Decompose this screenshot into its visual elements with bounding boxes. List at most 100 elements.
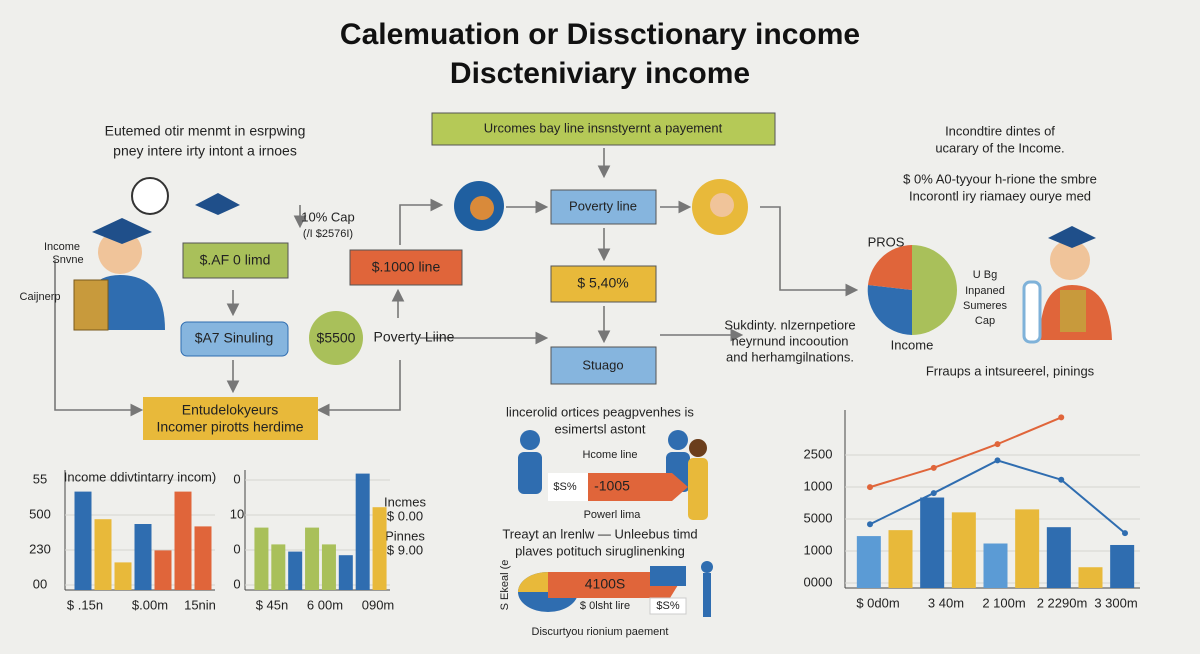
bar <box>1110 544 1135 588</box>
center-heading: esimertsl astont <box>554 421 645 436</box>
y-tick-label: 2500 <box>804 446 833 461</box>
pie-legend: Sumeres <box>963 300 1008 312</box>
green-circle <box>309 311 363 365</box>
line-series <box>869 459 1126 534</box>
line-point <box>867 521 873 528</box>
bar <box>338 555 353 590</box>
pie <box>867 245 957 335</box>
line-point <box>1058 414 1065 421</box>
bar <box>856 536 881 588</box>
pie-legend: Cap <box>975 315 995 327</box>
pros-label: PROS <box>868 234 905 249</box>
yellow-box-label: Entudelokyeurs <box>182 402 279 418</box>
subtitle: Discteniviary income <box>450 57 750 90</box>
pie-legend: Inpaned <box>965 285 1005 297</box>
arrows <box>54 148 859 417</box>
bar <box>154 550 172 590</box>
y-tick-label: 230 <box>29 541 51 556</box>
center-footer: Discurtyou rionium paement <box>532 626 669 638</box>
left-label: Snvne <box>52 254 83 266</box>
y-tick-label: 0 <box>233 541 240 556</box>
bar <box>1046 527 1071 588</box>
sub-value: $ 0lsht lire <box>580 600 630 612</box>
line-point <box>930 464 937 471</box>
cap-note: (/I $2576I) <box>303 228 353 240</box>
right-note: $ 0% A0-tyyour h-rione the smbre <box>903 171 1097 186</box>
big-value: 4100S <box>585 576 625 592</box>
power-line: Powerl lima <box>584 509 642 521</box>
yellow-box-label: Incomer pirotts herdime <box>156 419 303 435</box>
bar <box>271 544 286 590</box>
side-label: Caijnerp <box>20 291 61 303</box>
y-tick-label: 500 <box>29 506 51 521</box>
poverty-text: Poverty Liine <box>374 329 455 345</box>
chart-note: Pinnes <box>385 528 425 543</box>
line-point <box>1058 476 1065 483</box>
orange-box-label: $.1000 line <box>372 259 441 275</box>
coin-stack <box>518 566 687 615</box>
blue-box-label: $A7 Sinuling <box>195 330 274 346</box>
bar <box>983 543 1008 588</box>
green-box <box>182 242 289 279</box>
bar <box>1015 509 1040 588</box>
x-tick-label: $ .15n <box>67 597 103 612</box>
x-tick-label: 2 100m <box>982 595 1025 610</box>
student-icon <box>73 177 1112 344</box>
bar <box>174 491 192 590</box>
arrow-tag <box>548 473 588 501</box>
x-tick-label: 15nin <box>184 597 216 612</box>
y-tick-label: 0 <box>233 471 240 486</box>
x-tick-label: 6 00m <box>307 597 343 612</box>
poverty-box-label: Poverty line <box>569 198 637 213</box>
y-tick-label: 0 <box>233 576 240 591</box>
y-tick-label: 1000 <box>804 478 833 493</box>
x-tick-label: $.00m <box>132 597 168 612</box>
bar <box>1078 567 1103 588</box>
bar <box>94 519 112 590</box>
x-tick-label: 2 2290m <box>1037 595 1088 610</box>
blue-box <box>180 321 289 357</box>
bar <box>920 497 945 588</box>
line-point <box>994 457 1001 464</box>
x-tick-label: 090m <box>362 597 395 612</box>
stage-box-label: Stuago <box>582 357 623 372</box>
y-tick-label: 0000 <box>804 574 833 589</box>
center-note: Treayt an lrenlw — Unleebus timd <box>502 526 697 541</box>
line-point <box>1122 530 1128 537</box>
pct-left: $S% <box>553 481 576 493</box>
x-tick-label: $ 45n <box>256 597 289 612</box>
people-icon <box>518 430 713 617</box>
middle-note: Sukdinty. nlzernpetiore <box>724 317 855 332</box>
chart-title: Income ddivtintarry incom) <box>64 469 216 484</box>
y-tick-label: 55 <box>33 471 47 486</box>
center-heading: lincerolid ortices peagpvenhes is <box>506 404 694 419</box>
stage-box <box>550 346 657 385</box>
middle-note: and herhamgilnations. <box>726 349 854 364</box>
right-note: Incorontl iry riamaey ourye med <box>909 188 1091 203</box>
center-side: S Ekeal (e <box>499 560 511 611</box>
y-tick-label: 5000 <box>804 510 833 525</box>
bar <box>951 512 976 588</box>
center-note: plaves potituch siruglinenking <box>515 543 685 558</box>
yellow-box <box>143 397 318 440</box>
left-label: Income <box>44 241 80 253</box>
poverty-box <box>550 189 657 225</box>
x-tick-label: 3 300m <box>1094 595 1137 610</box>
arrow-value: -1005 <box>594 478 630 494</box>
percent-box-label: $ 5,40% <box>577 275 628 291</box>
pie-legend: U Bg <box>973 269 997 281</box>
pie-caption: Income <box>891 337 934 352</box>
bar <box>888 530 913 588</box>
bar <box>194 526 212 590</box>
right-heading: ucarary of the Income. <box>935 140 1064 155</box>
line-point <box>930 490 937 497</box>
bar <box>134 524 152 590</box>
bar <box>74 491 92 590</box>
top-banner: Urcomes bay line insnstyernt a payement <box>484 120 723 135</box>
bar <box>114 562 132 590</box>
bar <box>372 507 387 590</box>
y-tick-label: 10 <box>230 506 244 521</box>
chart-note: $ 0.00 <box>387 508 423 523</box>
y-tick-label: 00 <box>33 576 47 591</box>
